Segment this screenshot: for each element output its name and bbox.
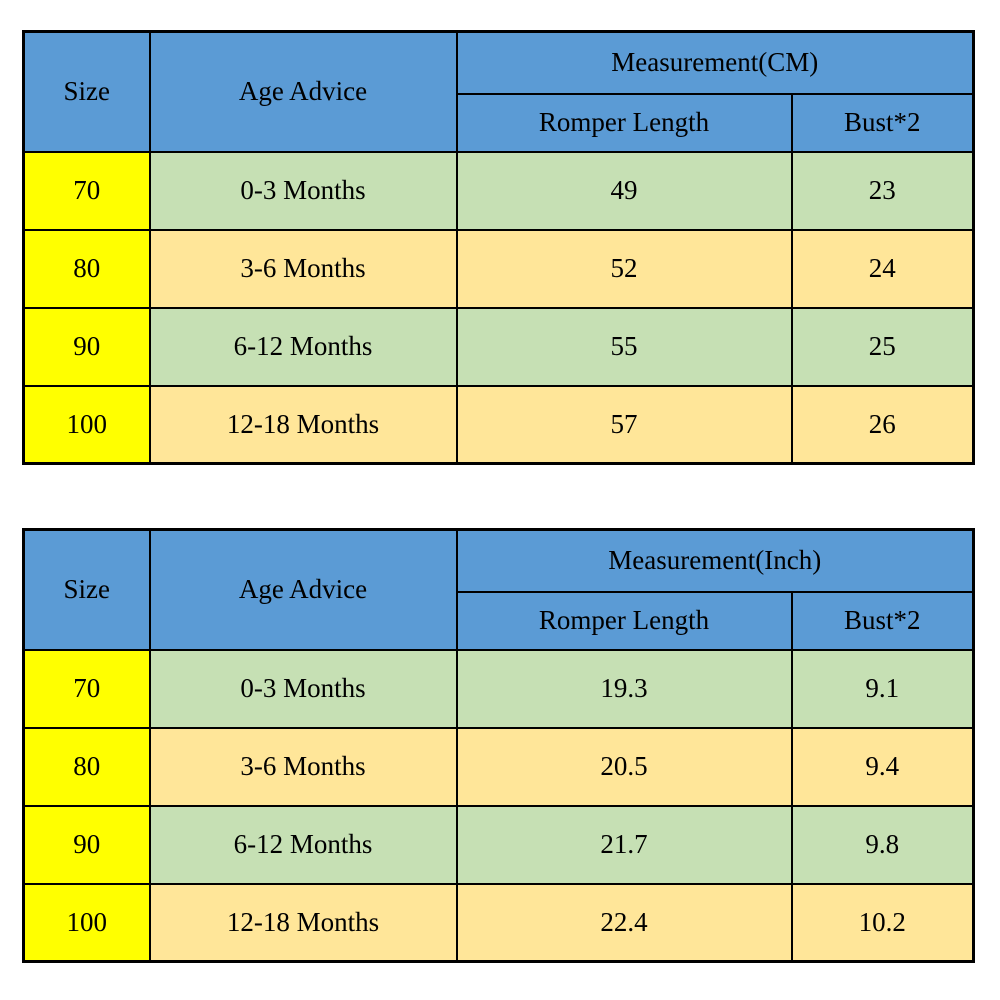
- col-header-romper-length: Romper Length: [455, 590, 793, 651]
- romper-length-cell: 22.4: [455, 882, 793, 963]
- age-cell: 3-6 Months: [148, 228, 458, 309]
- romper-length-cell: 19.3: [455, 648, 793, 729]
- bust-cell: 9.8: [790, 804, 975, 885]
- col-header-bust: Bust*2: [790, 590, 975, 651]
- size-cell: 70: [22, 648, 151, 729]
- bust-cell: 25: [790, 306, 975, 387]
- col-header-size: Size: [22, 528, 151, 651]
- age-cell: 6-12 Months: [148, 306, 458, 387]
- header-row-top: Size Age Advice Measurement(CM): [22, 30, 975, 153]
- col-header-bust: Bust*2: [790, 92, 975, 153]
- romper-length-cell: 52: [455, 228, 793, 309]
- age-cell: 6-12 Months: [148, 804, 458, 885]
- header-row-top: Size Age Advice Measurement(Inch): [22, 528, 975, 651]
- romper-length-cell: 57: [455, 384, 793, 465]
- bust-cell: 9.1: [790, 648, 975, 729]
- table-row: 100 12-18 Months 22.4 10.2: [22, 882, 975, 963]
- table-row: 100 12-18 Months 57 26: [22, 384, 975, 465]
- table-row: 80 3-6 Months 52 24: [22, 228, 975, 309]
- romper-length-cell: 49: [455, 150, 793, 231]
- age-cell: 3-6 Months: [148, 726, 458, 807]
- size-cell: 100: [22, 882, 151, 963]
- table-row: 80 3-6 Months 20.5 9.4: [22, 726, 975, 807]
- romper-length-cell: 21.7: [455, 804, 793, 885]
- size-cell: 100: [22, 384, 151, 465]
- bust-cell: 9.4: [790, 726, 975, 807]
- col-header-size: Size: [22, 30, 151, 153]
- romper-length-cell: 20.5: [455, 726, 793, 807]
- bust-cell: 10.2: [790, 882, 975, 963]
- size-cell: 90: [22, 804, 151, 885]
- header-row-sub: Romper Length Bust*2: [24, 590, 975, 651]
- age-cell: 12-18 Months: [148, 384, 458, 465]
- measurement-unit-header: Measurement(Inch): [455, 528, 975, 593]
- bust-cell: 26: [790, 384, 975, 465]
- size-chart-cm-table: Size Age Advice Measurement(CM) Romper L…: [22, 30, 976, 465]
- romper-length-cell: 55: [455, 306, 793, 387]
- table-row: 90 6-12 Months 55 25: [22, 306, 975, 387]
- size-chart-inch-table: Size Age Advice Measurement(Inch) Romper…: [22, 528, 975, 963]
- header-row-sub: Romper Length Bust*2: [24, 92, 975, 153]
- col-header-romper-length: Romper Length: [455, 92, 793, 153]
- size-cell: 70: [22, 150, 151, 231]
- size-cell: 80: [22, 228, 151, 309]
- bust-cell: 24: [790, 228, 975, 309]
- age-cell: 0-3 Months: [148, 150, 458, 231]
- size-cell: 90: [22, 306, 151, 387]
- measurement-unit-header: Measurement(CM): [455, 30, 975, 95]
- col-header-age-advice: Age Advice: [148, 528, 458, 651]
- table-row: 70 0-3 Months 19.3 9.1: [22, 648, 975, 729]
- size-cell: 80: [22, 726, 151, 807]
- bust-cell: 23: [790, 150, 975, 231]
- table-row: 70 0-3 Months 49 23: [22, 150, 975, 231]
- table-row: 90 6-12 Months 21.7 9.8: [22, 804, 975, 885]
- age-cell: 12-18 Months: [148, 882, 458, 963]
- age-cell: 0-3 Months: [148, 648, 458, 729]
- col-header-age-advice: Age Advice: [148, 30, 458, 153]
